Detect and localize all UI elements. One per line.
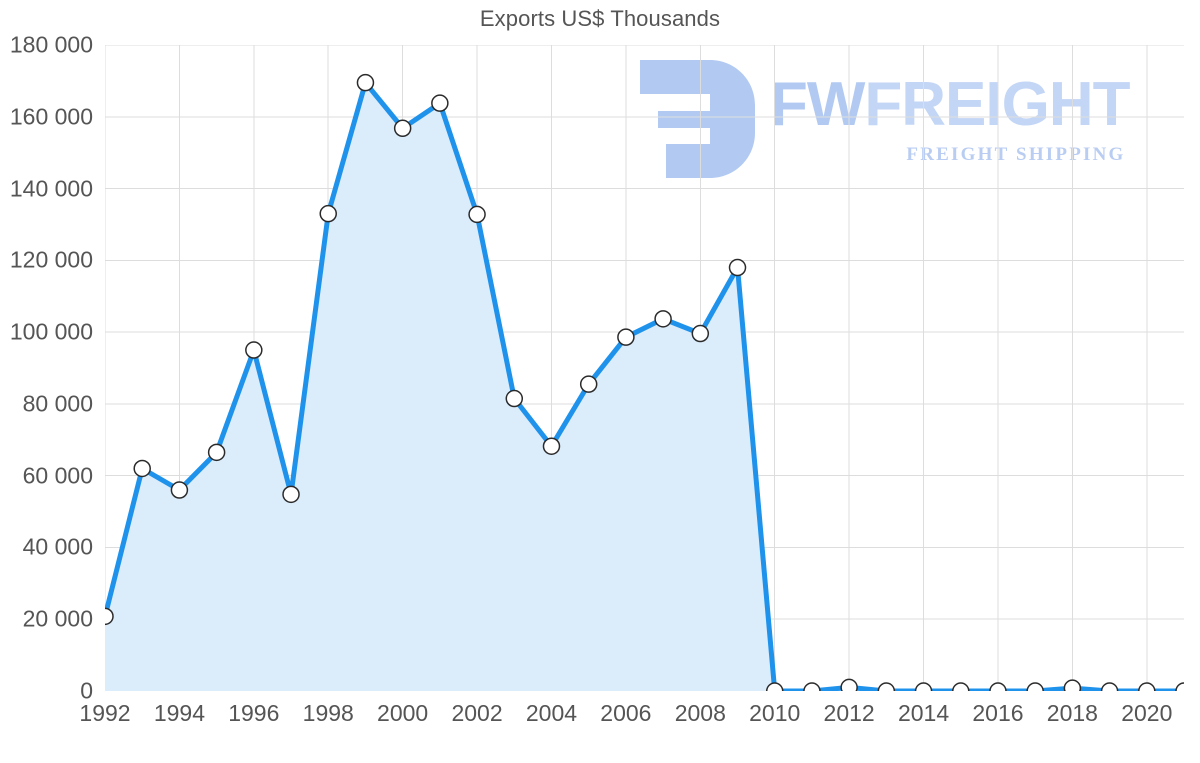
data-point-marker[interactable] <box>617 328 635 346</box>
x-axis-tick-label: 1992 <box>79 700 131 726</box>
data-point-marker[interactable] <box>1026 682 1044 691</box>
chart-title: Exports US$ Thousands <box>479 6 721 31</box>
x-axis-tick-label: 1996 <box>228 700 280 726</box>
chart-plot-svg <box>105 45 1184 691</box>
data-point-marker[interactable] <box>728 258 747 277</box>
data-point-marker[interactable] <box>245 341 263 359</box>
y-axis-tick-label: 40 000 <box>22 533 93 560</box>
x-axis-tick-label: 1998 <box>302 700 354 726</box>
y-axis-tick-label: 180 000 <box>9 31 93 58</box>
y-axis-tick-label: 80 000 <box>22 390 93 417</box>
data-point-marker[interactable] <box>505 389 524 408</box>
data-line <box>105 80 1184 691</box>
x-axis-tick-label: 2002 <box>451 700 503 726</box>
x-axis-tick-label: 2016 <box>972 700 1024 726</box>
x-axis-tick-label: 2004 <box>525 700 578 726</box>
data-point-marker[interactable] <box>431 94 449 112</box>
data-point-marker[interactable] <box>133 459 151 478</box>
data-point-marker[interactable] <box>579 375 598 393</box>
data-point-marker[interactable] <box>1063 679 1082 691</box>
x-axis-tick-label: 2008 <box>674 700 726 726</box>
x-axis-tick-label: 2018 <box>1046 700 1098 726</box>
x-axis-tick-label: 2006 <box>600 700 652 726</box>
data-point-marker[interactable] <box>356 73 375 92</box>
y-axis-tick-label: 120 000 <box>9 246 93 273</box>
data-point-marker[interactable] <box>765 682 784 691</box>
data-point-marker[interactable] <box>207 443 226 462</box>
data-point-marker[interactable] <box>282 485 300 504</box>
data-point-marker[interactable] <box>691 324 710 343</box>
data-point-marker[interactable] <box>393 119 412 138</box>
x-axis-tick-label: 2010 <box>749 700 801 726</box>
data-point-marker[interactable] <box>989 682 1007 691</box>
y-axis-tick-label: 60 000 <box>22 462 93 489</box>
x-axis-tick-label: 2020 <box>1121 700 1173 726</box>
data-point-marker[interactable] <box>952 682 970 691</box>
x-axis-tick-label: 1994 <box>153 700 205 726</box>
y-axis-tick-label: 100 000 <box>9 318 93 345</box>
data-point-marker[interactable] <box>877 682 896 691</box>
data-point-marker[interactable] <box>170 481 189 499</box>
data-point-marker[interactable] <box>1100 682 1119 691</box>
x-axis-tick-label: 2014 <box>897 700 950 726</box>
data-markers <box>105 73 1184 691</box>
data-point-marker[interactable] <box>105 607 114 626</box>
data-point-marker[interactable] <box>542 437 561 455</box>
data-point-marker[interactable] <box>1138 682 1156 691</box>
data-point-marker[interactable] <box>840 678 858 691</box>
data-point-marker[interactable] <box>803 682 821 691</box>
area-fill <box>105 82 1184 691</box>
data-point-marker[interactable] <box>468 205 486 224</box>
x-axis-tick-label: 2000 <box>377 700 429 726</box>
x-axis-tick-label: 2012 <box>823 700 875 726</box>
data-point-marker[interactable] <box>1175 682 1184 691</box>
data-point-marker[interactable] <box>914 682 933 691</box>
plot-area <box>105 45 1184 691</box>
data-point-marker[interactable] <box>319 204 337 223</box>
data-point-marker[interactable] <box>654 310 672 328</box>
y-axis-tick-label: 140 000 <box>9 175 93 202</box>
y-axis-tick-label: 160 000 <box>9 103 93 130</box>
y-axis-tick-label: 0 <box>80 677 93 704</box>
y-axis-tick-label: 20 000 <box>22 605 93 632</box>
